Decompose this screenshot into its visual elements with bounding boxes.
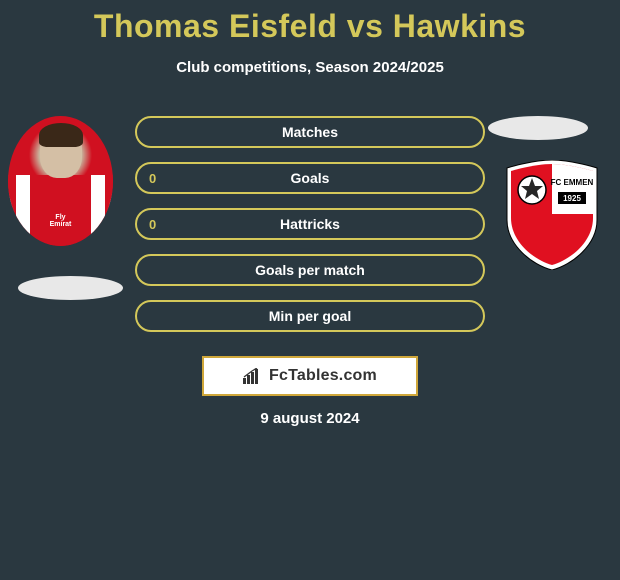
player-kit	[8, 175, 113, 247]
stat-value-left: 0	[149, 171, 156, 186]
badge-year: 1925	[563, 194, 581, 203]
bar-chart-icon	[243, 368, 263, 384]
stat-row: Goals per match	[135, 254, 485, 286]
club-badge-right: FC EMMEN 1925	[502, 160, 602, 270]
player-avatar-left: Fly Emirat	[8, 116, 113, 246]
stats-column: Matches 0 Goals 0 Hattricks Goals per match Mi…	[135, 116, 485, 346]
stat-label: Hattricks	[280, 216, 340, 232]
stat-label: Goals per match	[255, 262, 365, 278]
player-hair	[39, 123, 83, 147]
brand-text: FcTables.com	[269, 367, 377, 385]
stat-row: 0 Hattricks	[135, 208, 485, 240]
name-pill-right	[488, 116, 588, 140]
shield-icon: FC EMMEN 1925	[502, 160, 602, 270]
stat-value-left: 0	[149, 217, 156, 232]
badge-text-top: FC EMMEN	[551, 178, 594, 187]
kit-sponsor-top: Fly	[55, 214, 65, 221]
stat-label: Goals	[291, 170, 330, 186]
name-pill-left	[18, 276, 123, 300]
date-text: 9 august 2024	[260, 410, 359, 427]
stat-row: Matches	[135, 116, 485, 148]
brand-box: FcTables.com	[202, 356, 418, 396]
stat-label: Matches	[282, 124, 338, 140]
subtitle: Club competitions, Season 2024/2025	[0, 59, 620, 76]
kit-sponsor-bottom: Emirat	[50, 221, 72, 228]
kit-sponsor: Fly Emirat	[50, 214, 72, 228]
stat-row: 0 Goals	[135, 162, 485, 194]
comparison-area: Fly Emirat FC EMMEN 1925 Matches 0 Goals 0 H…	[0, 116, 620, 336]
page-title: Thomas Eisfeld vs Hawkins	[0, 0, 620, 45]
stat-label: Min per goal	[269, 308, 351, 324]
stat-row: Min per goal	[135, 300, 485, 332]
